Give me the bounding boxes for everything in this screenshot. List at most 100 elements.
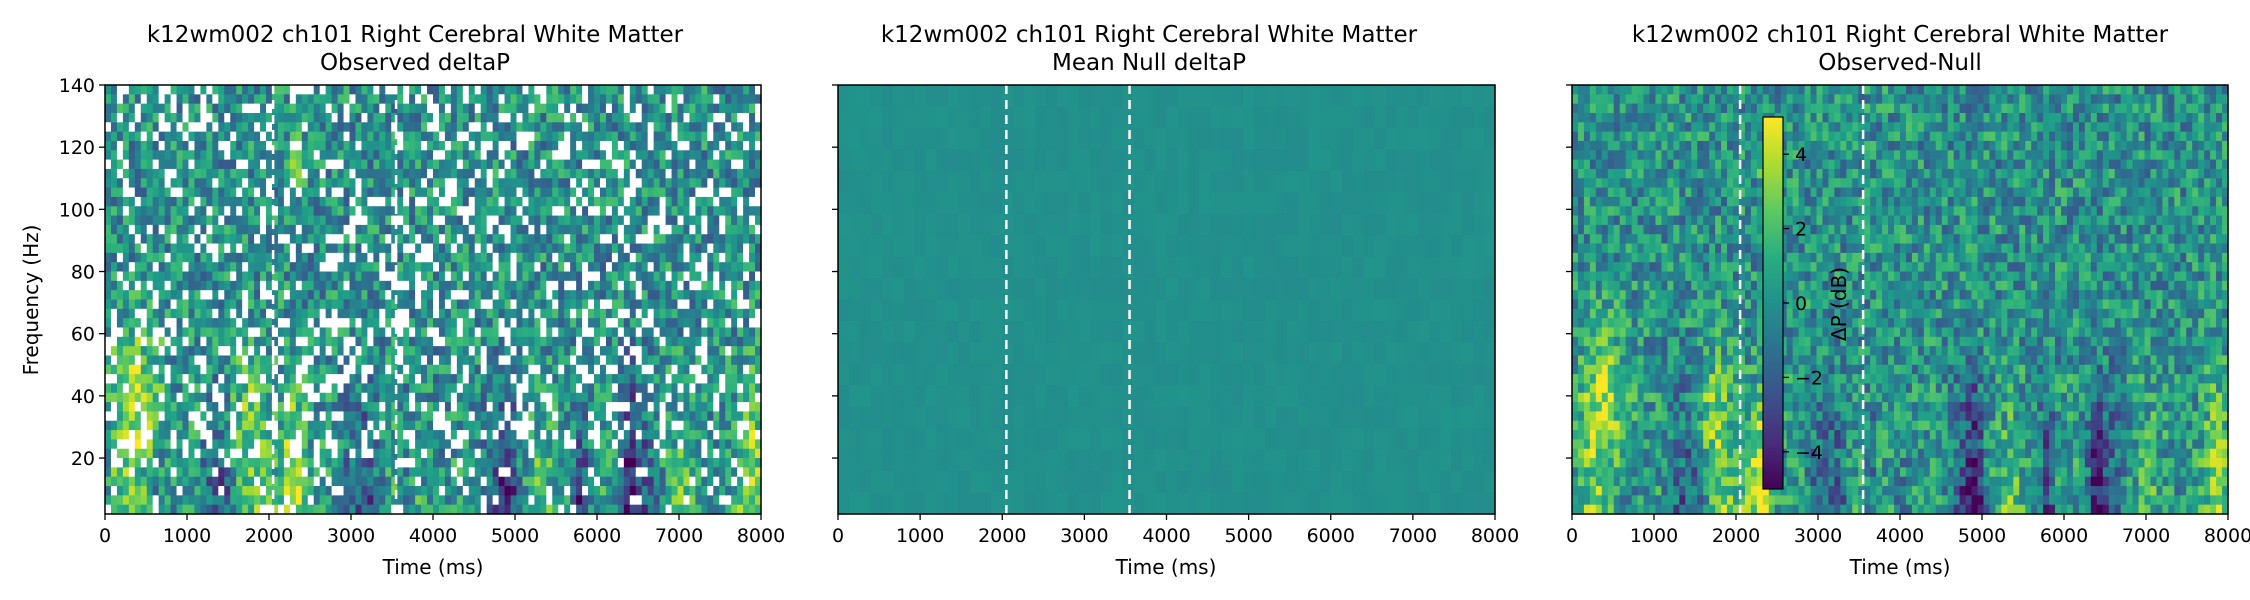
heatmap-cell bbox=[307, 458, 315, 468]
heatmap-cell bbox=[570, 355, 577, 366]
heatmap-cell bbox=[206, 402, 213, 413]
heatmap-cell bbox=[552, 336, 559, 347]
heatmap-cell bbox=[385, 411, 392, 422]
heatmap-cell bbox=[355, 392, 363, 403]
heatmap-cell bbox=[737, 112, 744, 123]
heatmap-cell bbox=[546, 308, 553, 319]
heatmap-cell bbox=[409, 122, 416, 133]
heatmap-cell bbox=[301, 458, 309, 468]
heatmap-cell bbox=[206, 467, 213, 478]
heatmap-cell bbox=[552, 374, 559, 385]
heatmap-cell bbox=[433, 448, 440, 459]
heatmap-cell bbox=[266, 159, 273, 170]
heatmap-cell bbox=[397, 336, 404, 347]
heatmap-cell bbox=[158, 327, 166, 338]
heatmap-cell bbox=[617, 392, 625, 403]
heatmap-cell bbox=[385, 215, 392, 226]
heatmap-cell bbox=[415, 224, 422, 235]
heatmap-cell bbox=[128, 327, 136, 338]
heatmap-cell bbox=[594, 308, 601, 319]
heatmap-cell bbox=[361, 196, 368, 207]
heatmap-cell bbox=[170, 458, 178, 468]
heatmap-cell bbox=[158, 150, 166, 161]
heatmap-cell bbox=[194, 346, 202, 357]
heatmap-cell bbox=[743, 402, 750, 413]
heatmap-cell bbox=[719, 327, 726, 338]
heatmap-cell bbox=[516, 383, 524, 394]
heatmap-cell bbox=[343, 392, 351, 403]
heatmap-cell bbox=[599, 271, 607, 282]
heatmap-cell bbox=[277, 346, 285, 357]
heatmap-cell bbox=[456, 476, 464, 487]
heatmap-cell bbox=[271, 224, 279, 235]
heatmap-cell bbox=[105, 374, 112, 385]
heatmap-cell bbox=[444, 411, 452, 422]
heatmap-cell bbox=[277, 383, 285, 394]
heatmap-cell bbox=[182, 85, 190, 95]
heatmap-cell bbox=[653, 467, 661, 478]
heatmap-cell bbox=[337, 392, 345, 403]
heatmap-cell bbox=[403, 131, 410, 142]
heatmap-cell bbox=[749, 94, 756, 105]
heatmap-cell bbox=[510, 159, 518, 170]
heatmap-cell bbox=[737, 224, 744, 235]
heatmap-cell bbox=[409, 402, 416, 413]
heatmap-cell bbox=[236, 392, 243, 403]
heatmap-cell bbox=[444, 374, 452, 385]
heatmap-cell bbox=[307, 122, 315, 133]
heatmap-cell bbox=[653, 299, 661, 310]
heatmap-cell bbox=[683, 420, 691, 431]
heatmap-cell bbox=[427, 224, 434, 235]
heatmap-cell bbox=[343, 420, 351, 431]
heatmap-cell bbox=[224, 364, 231, 375]
heatmap-cell bbox=[629, 448, 637, 459]
heatmap-cell bbox=[689, 140, 696, 151]
heatmap-cell bbox=[540, 346, 547, 357]
heatmap-cell bbox=[194, 439, 202, 450]
heatmap-cell bbox=[492, 196, 500, 207]
heatmap-cell bbox=[528, 196, 535, 207]
heatmap-cell bbox=[701, 280, 708, 291]
heatmap-cell bbox=[295, 374, 303, 385]
heatmap-cell bbox=[367, 206, 374, 217]
heatmap-cell bbox=[480, 308, 488, 319]
heatmap-cell bbox=[361, 150, 368, 161]
heatmap-cell bbox=[456, 94, 464, 105]
heatmap-cell bbox=[629, 402, 637, 413]
heatmap-cell bbox=[427, 131, 434, 142]
heatmap-cell bbox=[105, 131, 112, 142]
heatmap-cell bbox=[546, 486, 553, 496]
heatmap-cell bbox=[236, 467, 243, 478]
heatmap-cell bbox=[653, 215, 661, 226]
heatmap-cell bbox=[224, 178, 231, 189]
heatmap-cell bbox=[373, 159, 380, 170]
heatmap-cell bbox=[534, 476, 541, 487]
heatmap-cell bbox=[623, 346, 631, 357]
heatmap-cell bbox=[313, 495, 321, 506]
heatmap-cell bbox=[236, 486, 243, 496]
heatmap-cell bbox=[260, 252, 267, 263]
heatmap-cell bbox=[373, 187, 380, 198]
heatmap-cell bbox=[468, 402, 476, 413]
heatmap-cell bbox=[599, 103, 607, 114]
heatmap-cell bbox=[295, 458, 303, 468]
heatmap-cell bbox=[367, 215, 374, 226]
heatmap-cell bbox=[671, 159, 679, 170]
heatmap-cell bbox=[552, 178, 559, 189]
heatmap-cell bbox=[427, 374, 434, 385]
heatmap-cell bbox=[343, 252, 351, 263]
heatmap-cell bbox=[713, 364, 720, 375]
heatmap-cell bbox=[337, 206, 345, 217]
heatmap-cell bbox=[307, 495, 315, 506]
heatmap-cell bbox=[397, 290, 404, 301]
heatmap-cell bbox=[128, 131, 136, 142]
panel1-title: k12wm002 ch101 Right Cerebral White Matt… bbox=[147, 22, 684, 48]
heatmap-cell bbox=[689, 486, 696, 496]
heatmap-cell bbox=[236, 140, 243, 151]
heatmap-cell bbox=[683, 495, 691, 506]
heatmap-cell bbox=[421, 280, 428, 291]
heatmap-cell bbox=[480, 420, 488, 431]
heatmap-cell bbox=[200, 383, 207, 394]
heatmap-cell bbox=[158, 374, 166, 385]
heatmap-cell bbox=[283, 467, 291, 478]
